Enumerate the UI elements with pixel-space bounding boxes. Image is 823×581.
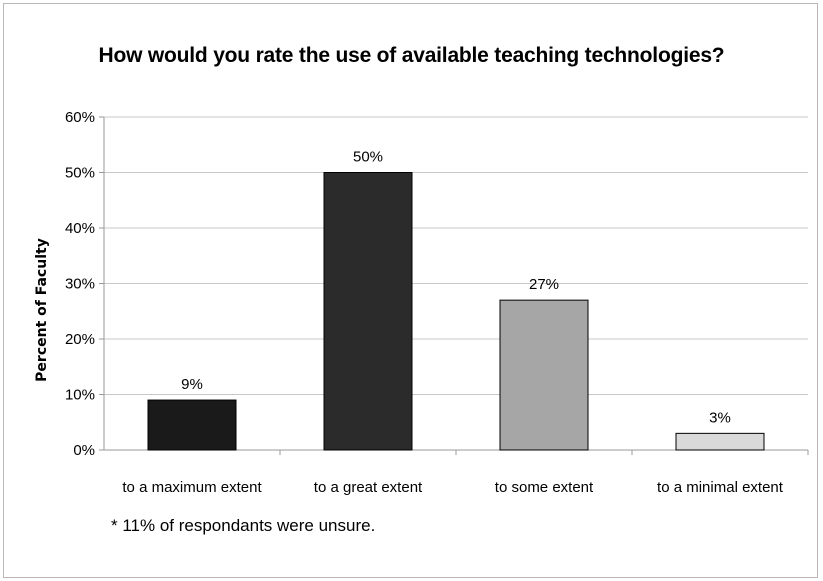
x-category-label: to a great extent [314, 479, 423, 496]
y-tick-label: 20% [65, 331, 95, 348]
y-ticks: 0% 10% 20% 30% 40% 50% 60% [65, 109, 95, 459]
bars [147, 172, 765, 451]
y-tick-label: 10% [65, 387, 95, 404]
chart-title: How would you rate the use of available … [98, 44, 725, 67]
y-tick-label: 50% [65, 165, 95, 182]
y-tick-label: 30% [65, 276, 95, 293]
y-tick-label: 0% [73, 442, 95, 459]
x-category-label: to a maximum extent [122, 479, 262, 496]
bar [147, 399, 237, 451]
data-label: 3% [709, 409, 731, 426]
bar [499, 299, 589, 451]
bar [675, 432, 765, 451]
bar [323, 172, 413, 451]
data-label: 50% [353, 149, 383, 166]
y-tick-label: 60% [65, 109, 95, 126]
data-label: 9% [181, 376, 203, 393]
y-tick-label: 40% [65, 220, 95, 237]
data-labels: 9% 50% 27% 3% [181, 149, 731, 427]
x-category-label: to some extent [495, 479, 594, 496]
x-category-label: to a minimal extent [657, 479, 784, 496]
data-label: 27% [529, 276, 559, 293]
footnote: * 11% of respondants were unsure. [111, 516, 376, 535]
x-categories: to a maximum extent to a great extent to s… [122, 479, 783, 496]
